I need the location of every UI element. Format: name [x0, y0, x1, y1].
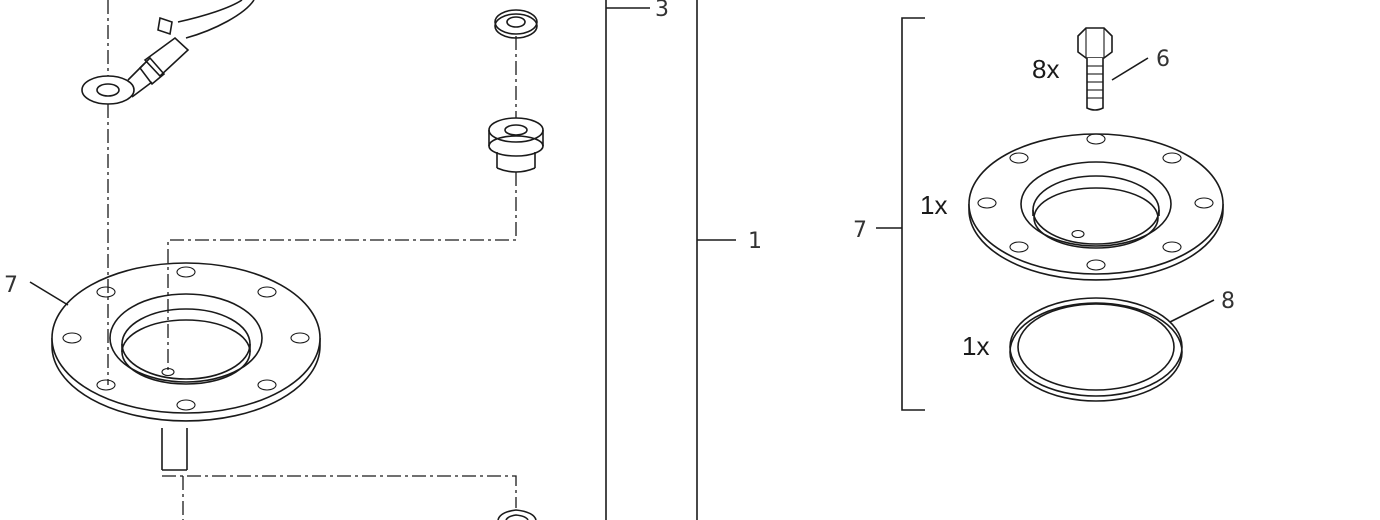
flange-stud	[161, 428, 188, 471]
kit-bracket	[876, 17, 925, 411]
callout-7-left: 7	[4, 273, 18, 298]
quantity-gasket: 1x	[962, 331, 989, 361]
flange-left	[51, 262, 321, 471]
flange-right	[968, 133, 1224, 281]
callout-8: 8	[1221, 289, 1235, 314]
callout-6: 6	[1156, 47, 1170, 72]
bolt-holes-right	[977, 133, 1214, 271]
callout-7-right: 7	[853, 218, 867, 243]
ground-cable	[138, 0, 255, 86]
washer-bottom	[497, 509, 537, 520]
callout-3: 3	[655, 0, 669, 22]
assembly-center-lines	[107, 0, 517, 520]
quantity-flange: 1x	[920, 190, 947, 220]
quantity-bolts: 8x	[1032, 54, 1059, 84]
bracket-leaders-center	[605, 0, 736, 520]
leader-lines	[29, 57, 1215, 323]
gasket-ring	[1009, 297, 1183, 402]
washer-top	[494, 9, 538, 39]
bushing	[488, 117, 544, 173]
hex-bolt	[1077, 27, 1113, 111]
bolt-holes-left	[62, 266, 310, 411]
callout-1: 1	[748, 229, 762, 254]
